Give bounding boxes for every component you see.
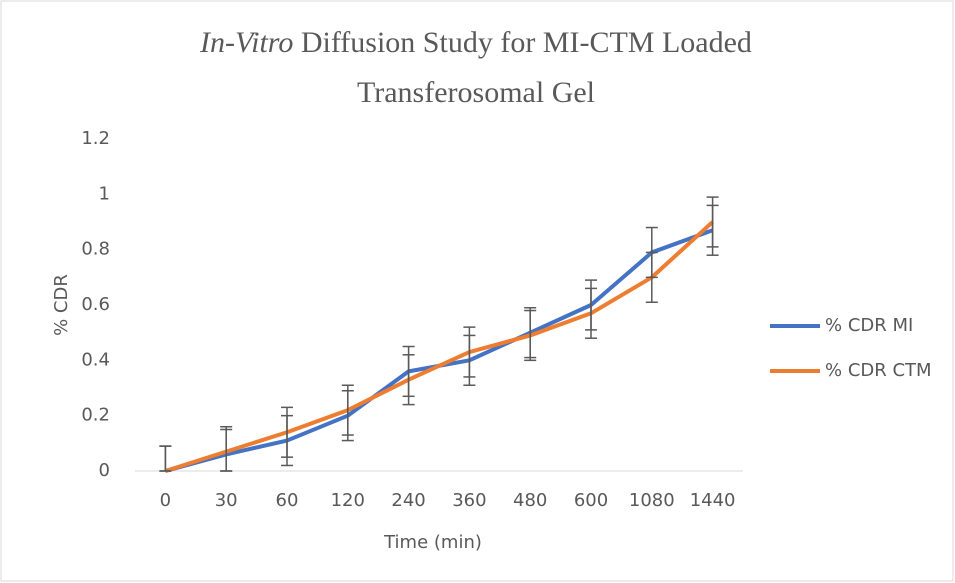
x-tick-label: 1080 — [629, 490, 675, 511]
error-bar — [585, 287, 597, 339]
legend-label: % CDR MI — [825, 315, 913, 336]
x-tick-label: 120 — [331, 490, 365, 511]
x-tick-label: 360 — [452, 490, 486, 511]
error-bar — [220, 425, 233, 472]
x-tick-label: 240 — [391, 490, 425, 511]
series-line — [164, 220, 714, 473]
error-bar — [341, 384, 354, 436]
legend-label: % CDR CTM — [825, 360, 932, 381]
y-tick-label: 0.6 — [81, 294, 110, 315]
y-tick-label: 0 — [99, 460, 110, 481]
y-tick-label: 1 — [99, 183, 110, 204]
x-tick-label: 0 — [160, 490, 171, 511]
x-tick-label: 480 — [513, 490, 547, 511]
error-bar — [402, 354, 415, 406]
x-tick-label: 1440 — [690, 490, 736, 511]
error-bar — [159, 445, 172, 472]
y-tick-label: 0.2 — [81, 405, 110, 426]
x-tick-label: 30 — [215, 490, 238, 511]
y-tick-label: 1.2 — [81, 128, 110, 149]
y-axis-label: % CDR — [51, 274, 72, 336]
error-bar — [706, 196, 719, 248]
title-rest: Diffusion Study for MI-CTM Loaded — [301, 26, 752, 59]
chart-title-line2: Transferosomal Gel — [357, 76, 595, 109]
chart-title: In-Vitro Diffusion Study for MI-CTM Load… — [199, 26, 752, 59]
x-axis-label: Time (min) — [383, 532, 482, 553]
y-tick-label: 0.4 — [81, 349, 110, 370]
y-tick-label: 0.8 — [81, 239, 110, 260]
error-bar — [281, 406, 293, 458]
x-tick-label: 60 — [276, 490, 299, 511]
error-bar — [463, 326, 476, 378]
error-bar — [524, 309, 537, 362]
error-bar — [645, 251, 658, 303]
x-tick-label: 600 — [574, 490, 608, 511]
title-italic: In-Vitro — [199, 26, 293, 59]
